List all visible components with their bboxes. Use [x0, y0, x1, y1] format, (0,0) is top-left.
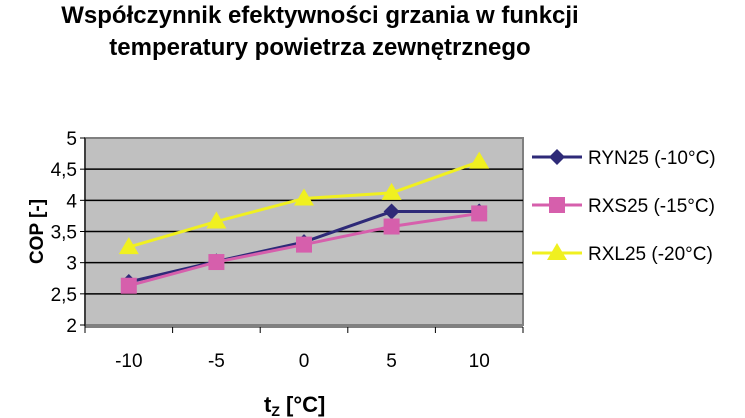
x-tick-label: -10 — [115, 351, 142, 372]
data-point — [206, 211, 227, 229]
data-point — [469, 151, 490, 169]
y-tick-label: 2 — [66, 316, 77, 337]
y-tick-label: 3 — [66, 254, 77, 275]
x-tick-label: -5 — [208, 351, 225, 372]
legend-label: RXS25 (-15°C) — [588, 196, 715, 217]
legend-marker — [547, 243, 567, 260]
data-point — [120, 277, 137, 294]
legend-marker — [549, 197, 565, 213]
data-point — [208, 254, 225, 271]
x-tick-label: 10 — [469, 351, 490, 372]
y-tick-label: 4 — [66, 191, 77, 212]
data-point — [383, 203, 400, 220]
chart-title-line1: Współczynnik efektywności grzania w funk… — [61, 2, 579, 29]
legend-label: RXL25 (-20°C) — [588, 244, 713, 265]
legend-marker — [549, 149, 565, 165]
x-tick-label: 0 — [299, 351, 310, 372]
data-point — [118, 237, 139, 255]
chart-title-line2: temperatury powietrza zewnętrznego — [109, 34, 531, 61]
data-point — [296, 236, 312, 253]
data-point — [294, 188, 314, 206]
x-axis-label: tZ [°C] — [264, 392, 325, 418]
y-tick-label: 2,5 — [51, 285, 77, 306]
legend-label: RYN25 (-10°C) — [588, 148, 716, 169]
data-point — [381, 182, 402, 200]
data-point — [383, 218, 400, 235]
data-point — [471, 205, 488, 222]
x-tick-label: 5 — [386, 351, 397, 372]
y-tick-label: 5 — [66, 129, 77, 150]
y-tick-label: 4,5 — [51, 160, 77, 181]
y-axis-label: COP [-] — [27, 199, 48, 264]
y-tick-label: 3,5 — [51, 223, 77, 244]
